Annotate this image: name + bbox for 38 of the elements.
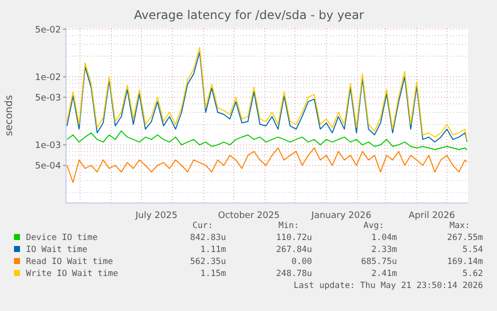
text: Avg: bbox=[364, 221, 384, 231]
text: 1.15m bbox=[200, 269, 226, 279]
y-tick-label: 5e-02 bbox=[35, 25, 61, 36]
text: 2.41m bbox=[371, 269, 397, 279]
line-series bbox=[66, 147, 468, 183]
y-axis-title: seconds bbox=[4, 95, 15, 136]
y-tick-label: 5e-03 bbox=[35, 93, 61, 104]
legend-label: IO Wait time bbox=[26, 245, 88, 255]
text: 685.75u bbox=[361, 257, 397, 267]
text: 2.33m bbox=[371, 245, 397, 255]
x-tick-label: April 2026 bbox=[408, 211, 456, 221]
text: 562.35u bbox=[190, 257, 226, 267]
line-series bbox=[66, 130, 468, 151]
text: 0.00 bbox=[292, 257, 312, 267]
chart-title: Average latency for /dev/sda - by year bbox=[134, 8, 364, 22]
legend-label: Write IO Wait time bbox=[26, 269, 118, 279]
legend-label: Device IO time bbox=[26, 233, 98, 243]
y-tick-label: 1e-02 bbox=[35, 72, 61, 83]
text: 169.14m bbox=[447, 257, 483, 267]
text: 5.54 bbox=[462, 245, 483, 255]
text: 248.78u bbox=[276, 269, 312, 279]
text: Max: bbox=[450, 221, 470, 231]
y-tick-label: 1e-03 bbox=[35, 141, 61, 152]
text: 1.04m bbox=[371, 233, 397, 243]
x-tick-label: July 2025 bbox=[134, 211, 178, 221]
x-tick-label: January 2026 bbox=[310, 211, 372, 221]
text: Cur: bbox=[192, 221, 213, 231]
text: 842.83u bbox=[190, 233, 226, 243]
x-tick-label: October 2025 bbox=[218, 211, 280, 221]
text: Last update: Thu May 21 23:50:14 2026 bbox=[294, 281, 483, 291]
text: 110.72u bbox=[276, 233, 312, 243]
text: 5.62 bbox=[462, 269, 483, 279]
legend-label: Read IO Wait time bbox=[26, 257, 113, 267]
text: 267.84u bbox=[276, 245, 312, 255]
text: 267.55m bbox=[447, 233, 483, 243]
y-tick-label: 5e-04 bbox=[35, 162, 62, 172]
text: Min: bbox=[278, 221, 299, 231]
text: 1.11m bbox=[200, 245, 226, 255]
